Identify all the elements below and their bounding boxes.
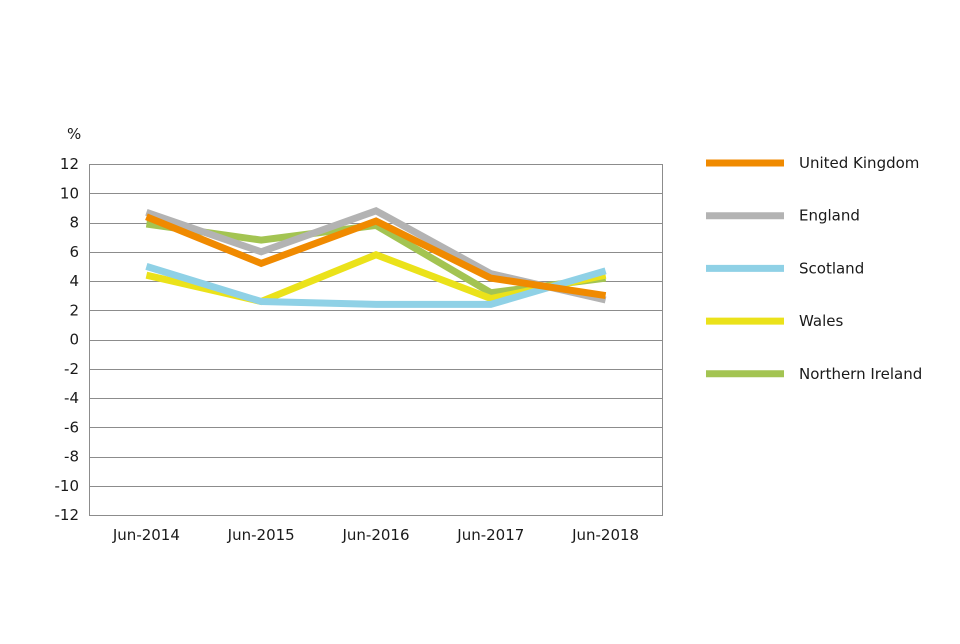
y-tick-label: 8 [69, 214, 79, 232]
series-line-scotland [145, 263, 607, 308]
legend-label: England [799, 207, 860, 225]
x-tick-label: Jun-2015 [227, 526, 295, 544]
y-tick-label: -2 [64, 360, 79, 378]
legend-label: Scotland [799, 259, 864, 277]
x-axis-ticks: Jun-2014 Jun-2015 Jun-2016 Jun-2017 Jun-2018 [112, 526, 639, 544]
x-tick-label: Jun-2018 [571, 526, 639, 544]
y-tick-label: -12 [55, 506, 80, 524]
y-tick-label: -10 [55, 477, 80, 495]
legend-label: Wales [799, 312, 843, 330]
y-tick-label: -6 [64, 418, 79, 436]
legend-label: Northern Ireland [799, 365, 922, 383]
series-line-united-kingdom [145, 213, 607, 300]
x-tick-label: Jun-2017 [456, 526, 524, 544]
y-tick-label: 4 [69, 272, 79, 290]
y-tick-label: 10 [60, 184, 79, 202]
y-tick-label: 12 [60, 155, 79, 173]
y-axis-label: % [67, 125, 81, 143]
grid-lines [89, 164, 663, 516]
y-tick-label: 6 [69, 243, 79, 261]
legend-label: United Kingdom [799, 154, 919, 172]
x-tick-label: Jun-2014 [112, 526, 180, 544]
y-tick-label: 0 [69, 331, 79, 349]
legend: United Kingdom England Scotland Wales Northe… [706, 154, 922, 383]
y-tick-label: -4 [64, 389, 79, 407]
y-tick-label: -8 [64, 448, 79, 466]
series-lines [145, 206, 607, 308]
x-tick-label: Jun-2016 [341, 526, 409, 544]
y-tick-label: 2 [69, 301, 79, 319]
y-axis-ticks: 12 10 8 6 4 2 0 -2 -4 -6 -8 -10 -12 [55, 155, 80, 524]
